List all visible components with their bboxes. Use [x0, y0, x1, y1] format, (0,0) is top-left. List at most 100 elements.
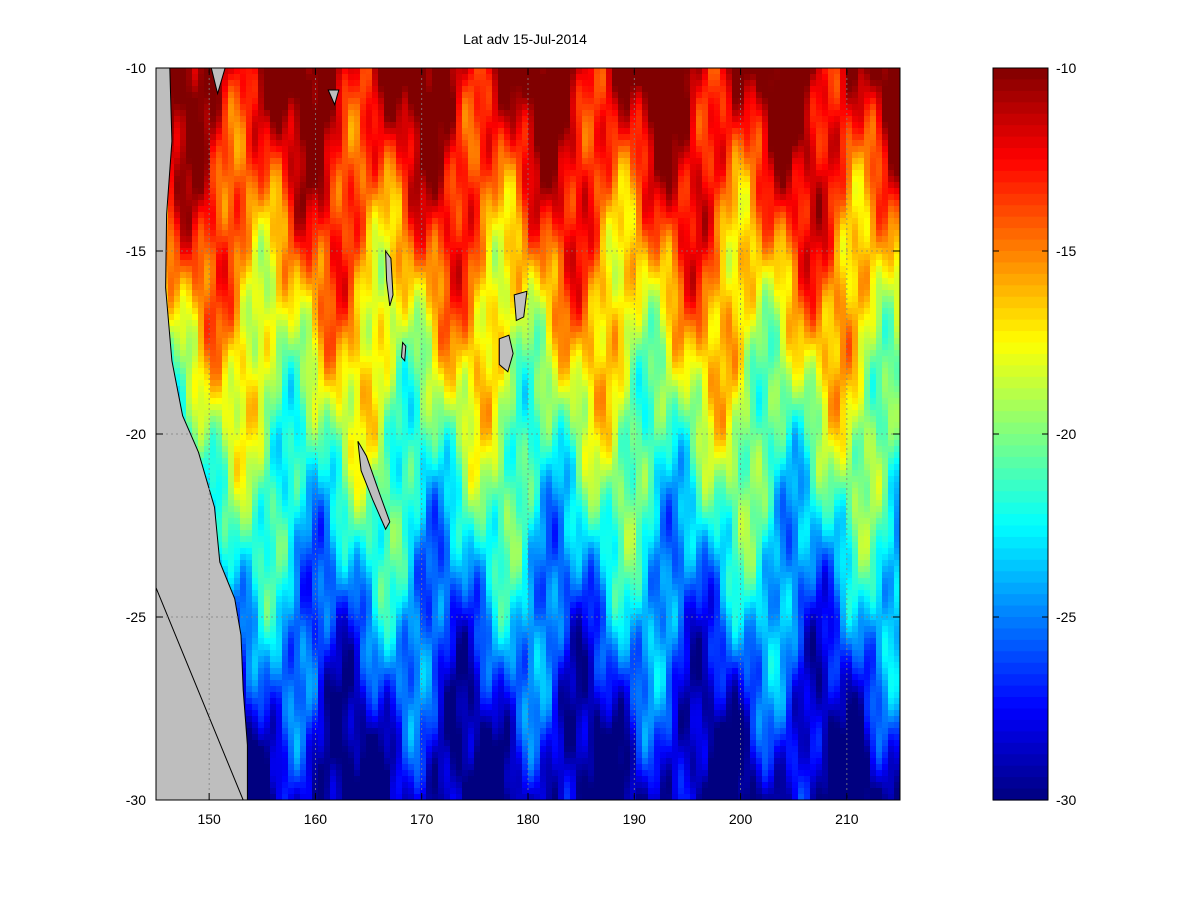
heatmap-cell: [792, 140, 799, 147]
heatmap-cell: [438, 92, 445, 99]
heatmap-cell: [174, 170, 181, 177]
heatmap-cell: [570, 68, 577, 75]
heatmap-cell: [696, 272, 703, 279]
heatmap-cell: [690, 200, 697, 207]
heatmap-cell: [468, 92, 475, 99]
heatmap-cell: [204, 212, 211, 219]
heatmap-cell: [756, 224, 763, 231]
heatmap-cell: [204, 146, 211, 153]
heatmap-cell: [456, 170, 463, 177]
heatmap-cell: [684, 98, 691, 105]
heatmap-cell: [876, 302, 883, 309]
heatmap-cell: [852, 206, 859, 213]
heatmap-cell: [336, 296, 343, 303]
heatmap-cell: [204, 164, 211, 171]
heatmap-cell: [246, 224, 253, 231]
heatmap-cell: [636, 188, 643, 195]
heatmap-cell: [660, 176, 667, 183]
heatmap-cell: [336, 218, 343, 225]
heatmap-cell: [282, 236, 289, 243]
heatmap-cell: [294, 80, 301, 87]
heatmap-cell: [546, 302, 553, 309]
heatmap-cell: [348, 272, 355, 279]
heatmap-cell: [762, 158, 769, 165]
heatmap-cell: [330, 68, 337, 75]
heatmap-cell: [588, 272, 595, 279]
heatmap-cell: [348, 296, 355, 303]
heatmap-cell: [744, 296, 751, 303]
heatmap-cell: [192, 158, 199, 165]
heatmap-cell: [780, 122, 787, 129]
heatmap-cell: [762, 110, 769, 117]
heatmap-cell: [570, 98, 577, 105]
heatmap-cell: [822, 122, 829, 129]
heatmap-cell: [732, 164, 739, 171]
heatmap-cell: [804, 164, 811, 171]
heatmap-cell: [672, 206, 679, 213]
heatmap-cell: [318, 260, 325, 267]
heatmap-cell: [174, 134, 181, 141]
heatmap-cell: [228, 272, 235, 279]
heatmap-cell: [780, 272, 787, 279]
heatmap-cell: [816, 272, 823, 279]
heatmap-cell: [732, 236, 739, 243]
heatmap-cell: [438, 74, 445, 81]
heatmap-cell: [666, 92, 673, 99]
heatmap-cell: [444, 218, 451, 225]
heatmap-cell: [444, 188, 451, 195]
heatmap-cell: [330, 194, 337, 201]
heatmap-cell: [354, 110, 361, 117]
heatmap-cell: [516, 236, 523, 243]
heatmap-cell: [786, 110, 793, 117]
heatmap-cell: [660, 218, 667, 225]
heatmap-cell: [360, 164, 367, 171]
heatmap-cell: [612, 260, 619, 267]
heatmap-cell: [534, 104, 541, 111]
heatmap-cell: [678, 134, 685, 141]
heatmap-cell: [318, 152, 325, 159]
heatmap-cell: [804, 296, 811, 303]
heatmap-cell: [276, 152, 283, 159]
heatmap-cell: [306, 218, 313, 225]
heatmap-cell: [618, 158, 625, 165]
heatmap-cell: [894, 170, 900, 177]
heatmap-cell: [504, 122, 511, 129]
heatmap-cell: [342, 116, 349, 123]
heatmap-cell: [738, 116, 745, 123]
heatmap-cell: [192, 248, 199, 255]
heatmap-cell: [618, 230, 625, 237]
heatmap-cell: [756, 218, 763, 225]
heatmap-cell: [234, 266, 241, 273]
heatmap-cell: [726, 122, 733, 129]
heatmap-cell: [252, 98, 259, 105]
heatmap-cell: [894, 152, 900, 159]
heatmap-cell: [492, 104, 499, 111]
heatmap-cell: [876, 284, 883, 291]
heatmap-cell: [804, 188, 811, 195]
heatmap-cell: [498, 194, 505, 201]
heatmap-cell: [792, 206, 799, 213]
heatmap-cell: [696, 152, 703, 159]
heatmap-cell: [876, 212, 883, 219]
heatmap-cell: [174, 140, 181, 147]
heatmap-cell: [858, 116, 865, 123]
heatmap-cell: [276, 236, 283, 243]
heatmap-cell: [870, 68, 877, 75]
heatmap-cell: [636, 296, 643, 303]
heatmap-cell: [876, 122, 883, 129]
heatmap-cell: [264, 110, 271, 117]
heatmap-cell: [228, 266, 235, 273]
heatmap-cell: [450, 290, 457, 297]
heatmap-cell: [606, 110, 613, 117]
heatmap-cell: [540, 98, 547, 105]
heatmap-cell: [840, 194, 847, 201]
heatmap-cell: [636, 98, 643, 105]
heatmap-cell: [462, 194, 469, 201]
heatmap-cell: [474, 122, 481, 129]
heatmap-cell: [294, 86, 301, 93]
heatmap-cell: [318, 284, 325, 291]
heatmap-cell: [474, 224, 481, 231]
heatmap-cell: [336, 188, 343, 195]
heatmap-cell: [786, 68, 793, 75]
heatmap-cell: [234, 74, 241, 81]
